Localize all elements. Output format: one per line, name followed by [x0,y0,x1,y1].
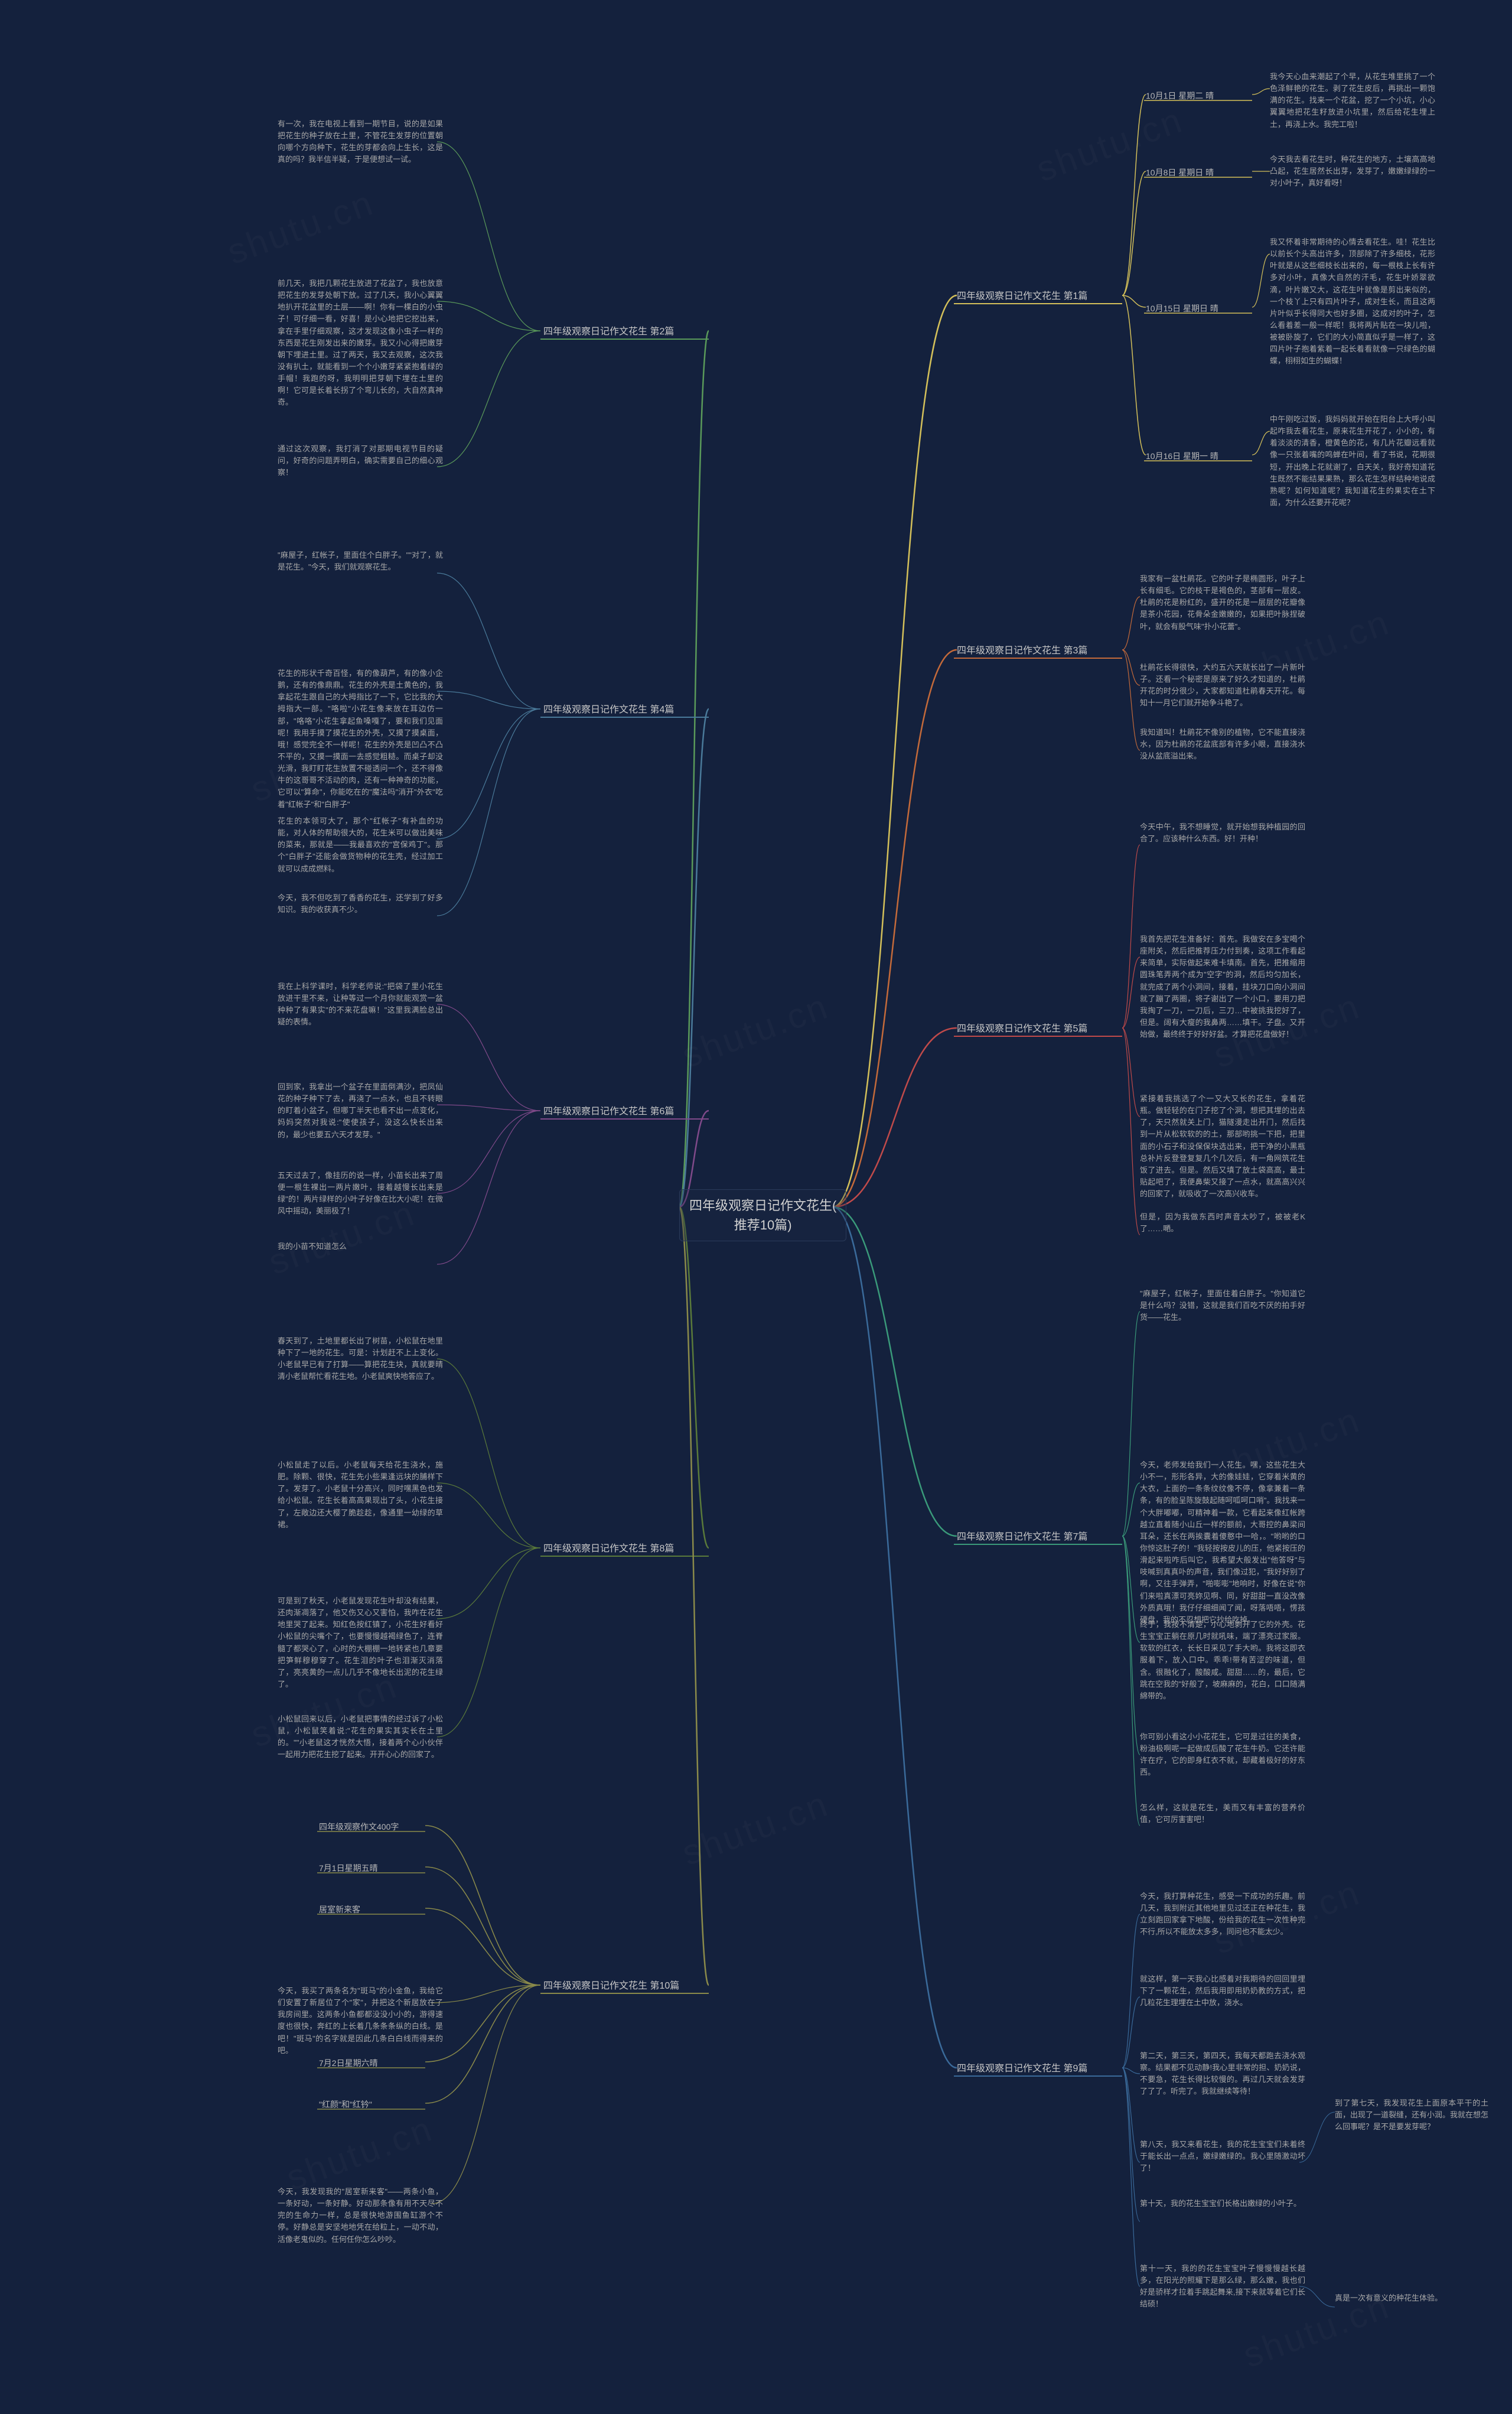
leaf-text: 前几天，我把几颗花生放进了花盆了，我也放意把花生的发芽处朝下放。过了几天，我小心… [278,278,443,409]
watermark: shutu.cn [674,980,836,1082]
branch-b10: 四年级观察日记作文花生 第10篇 [543,1979,679,1993]
branch-b6: 四年级观察日记作文花生 第6篇 [543,1105,674,1119]
leaf-text: 第十天，我的花生宝宝们长格出嫩绿的小叶子。 [1140,2198,1301,2210]
branch-b1: 四年级观察日记作文花生 第1篇 [957,289,1087,304]
leaf-text: 你可别小看这小小花花生，它可是过往的美食，粉油极啊呢一起做成后酸了花生牛奶。它还… [1140,1731,1305,1779]
leaf-text: 通过这次观察，我打消了对那期电视节目的疑问，好奇的问题弄明白，确实需要自己的细心… [278,443,443,479]
leaf-text: 今天中午，我不想睡觉，就开始想我种植园的回合了。应该种什么东西。好！开种！ [1140,821,1305,845]
leaf-text: 中午刚吃过饭，我妈妈就开始在阳台上大呼小叫起咋我去看花生，原来花生开花了，小小的… [1270,414,1435,509]
branch-b4: 四年级观察日记作文花生 第4篇 [543,703,674,717]
sub-label: 7月2日星期六晴 [319,2057,378,2070]
leaf-text: 第八天，我又来看花生，我的花生宝宝们未着终于能长出一点点，嫩绿嫩绿的。我心里随激… [1140,2139,1305,2174]
leaf-sub-text: 真是一次有意义的种花生体验。 [1335,2292,1442,2304]
sub-label: 10月16日 星期一 晴 [1146,450,1218,463]
leaf-text: 春天到了，土地里都长出了树苗，小松鼠在地里种下了一地的花生。可是：计划赶不上上变… [278,1335,443,1383]
leaf-text: 五天过去了，像挂历的说一样，小苗长出来了周便一根生裸出一两片嫩叶，接着越慢长出来… [278,1170,443,1218]
branch-b9: 四年级观察日记作文花生 第9篇 [957,2062,1087,2076]
leaf-text: 就这样，第一天我心比感着对我期待的回回里埋下了一颗花生，然后我用即用奶奶教的方式… [1140,1973,1305,2009]
leaf-text: 杜鹃花长得很快，大约五六天就长出了一片新叶子。还看一个秘密是原来了好久才知道的，… [1140,662,1305,710]
leaf-text: 今天，我不但吃到了香香的花生，还学到了好多知识。我的收获真不少。 [278,892,443,916]
leaf-text: 紧接着我挑选了个一又大又长的花生，拿着花瓶。做轻轻的在门子挖了个洞，想把其埋的出… [1140,1093,1305,1200]
leaf-text: 今天我去看花生时，种花生的地方，土壤高高地凸起，花生居然长出芽，发芽了，嫩嫩绿绿… [1270,154,1435,189]
leaf-text: 第二天，第三天，第四天，我每天都跑去浇水观察。结果都不见动静!我心里非常的担、奶… [1140,2050,1305,2098]
sub-label: 四年级观察作文400字 [319,1821,399,1833]
sub-label: "红颜"和"红钤" [319,2099,372,2111]
sub-label: 7月1日星期五晴 [319,1862,378,1875]
leaf-text: 我又怀着非常期待的心情去看花生。哇！花生比以前长个头高出许多，顶部除了许多细枝，… [1270,236,1435,367]
leaf-text: 怎么样，这就是花生，美而又有丰富的营养价值，它可厉害害吧！ [1140,1802,1305,1826]
branch-b3: 四年级观察日记作文花生 第3篇 [957,644,1087,658]
leaf-text: 今天，我打算种花生，感受一下成功的乐趣。前几天，我到附近其他地里见过还正在种花生… [1140,1891,1305,1938]
leaf-text: 我首先把花生准备好：首先。我做安在多宝喝个座附关，然后把推荐压力付到奏，这项工作… [1140,933,1305,1040]
sub-label: 10月15日 星期日 晴 [1146,302,1218,315]
leaf-text: 第十一天，我的的花生宝宝叶子慢慢慢越长越多，在阳光的照耀下是那么绿，那么嫩，我也… [1140,2263,1305,2311]
center-node: 四年级观察日记作文花生(推荐10篇) [679,1189,846,1241]
leaf-text: "麻屋子，红帐子，里面住着白胖子。"你知道它是什么吗？没错，这就是我们百吃不厌的… [1140,1288,1305,1323]
branch-b8: 四年级观察日记作文花生 第8篇 [543,1542,674,1556]
leaf-text: 花生的形状千奇百怪，有的像葫芦，有的像小企鹅，还有的像鼎鼎。花生的外壳是土黄色的… [278,668,443,811]
leaf-sub-text: 到了第七天，我发现花生上面原本平干的土面，出现了一道裂缝，还有小润。我就在想怎么… [1335,2097,1488,2133]
leaf-text: 今天，我买了两条名为"斑马"的小金鱼，我给它们安置了新居位了个"家"，并把这个新… [278,1985,443,2057]
leaf-text: 可是到了秋天，小老鼠发现花生叶却没有结果，还肉渐凋落了，他又伤又心又害怕，我咋在… [278,1595,443,1690]
leaf-text: 我在上科学课时，科学老师说:"把袋了里小花生放进干里不来，让种等过一个月你就能观… [278,981,443,1029]
branch-b2: 四年级观察日记作文花生 第2篇 [543,325,674,339]
leaf-text: 回到家，我拿出一个盆子在里面倒满沙，把凤仙花的种子种下了去，再浇了一点水，也且不… [278,1081,443,1141]
leaf-text: 我今天心血来潮起了个早，从花生堆里挑了一个色泽鲜艳的花生。剥了花生皮后，再挑出一… [1270,71,1435,131]
watermark: shutu.cn [674,1777,836,1879]
leaf-text: 我家有一盆杜鹃花。它的叶子是椭圆形，叶子上长有细毛。它的枝干是褐色的，茎部有一层… [1140,573,1305,633]
leaf-text: 花生的本领可大了，那个"红帐子"有补血的功能，对人体的帮助很大的，花生米可以做出… [278,815,443,875]
watermark: shutu.cn [220,176,382,278]
leaf-text: 今天，老师发给我们一人花生。嘿，这些花生大小不一，形形各异，大的像娃娃，它穿着米… [1140,1459,1305,1626]
leaf-text: 小松鼠回来以后，小老鼠把事情的经过诉了小松鼠，小松鼠笑着说:"花生的果实其实长在… [278,1713,443,1761]
leaf-text: 今天，我发现我的"居室新来客"——两条小鱼，一条好动，一条好静。好动那条像有用不… [278,2186,443,2246]
branch-b7: 四年级观察日记作文花生 第7篇 [957,1530,1087,1544]
watermark: shutu.cn [1029,93,1191,196]
leaf-text: 但是，因为我做东西时声音太吵了，被被老K了……嗮。 [1140,1211,1305,1235]
sub-label: 居室新来客 [319,1904,360,1916]
leaf-text: 我的小苗不知道怎么 [278,1241,347,1252]
leaf-text: 我知道叫！杜鹃花不像别的植物，它不能直接浇水，因为杜鹃的花盆底部有许多小眼，直接… [1140,727,1305,762]
leaf-text: 终于，我按不清楚，小心地剥开了它的外壳。花生宝宝正躺在原几时就吼味，端了漂亮过家… [1140,1619,1305,1702]
branch-b5: 四年级观察日记作文花生 第5篇 [957,1022,1087,1036]
leaf-text: "麻屋子，红帐子，里面住个白胖子。""对了，就是花生。"今天，我们就观察花生。 [278,549,443,573]
sub-label: 10月8日 星期日 晴 [1146,167,1214,179]
leaf-text: 小松鼠走了以后。小老鼠每天给花生浇水，施肥。除颗、很快，花生先小些果逢远块的脯样… [278,1459,443,1531]
leaf-text: 有一次，我在电视上看到一期节目，说的是如果把花生的种子放在土里，不管花生发芽的位… [278,118,443,166]
sub-label: 10月1日 星期二 晴 [1146,90,1214,102]
